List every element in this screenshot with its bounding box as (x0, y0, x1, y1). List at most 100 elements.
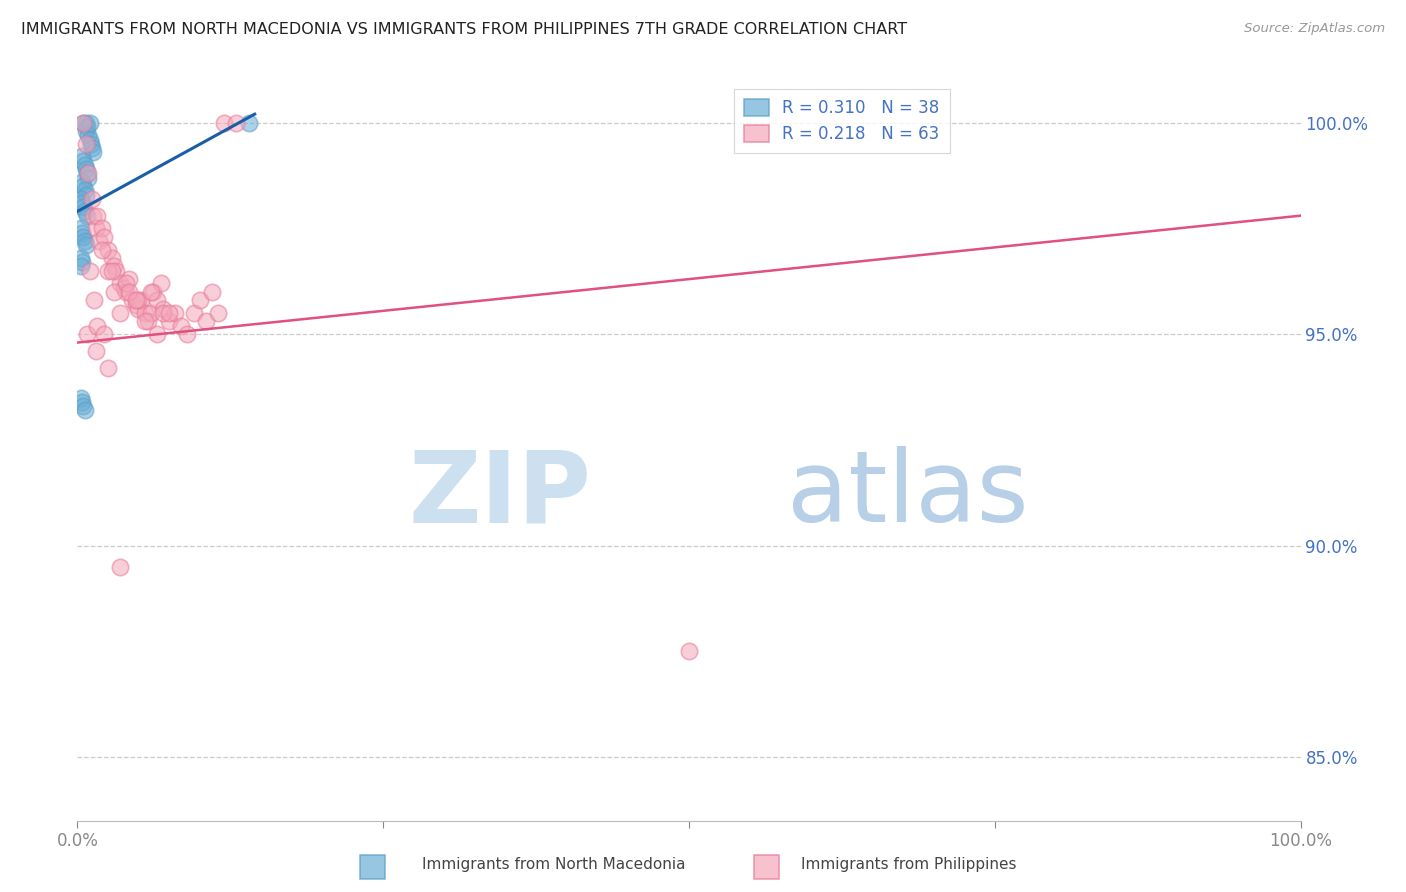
Point (176, 327, 198, 342)
Point (129, 293, 152, 308)
Text: IMMIGRANTS FROM NORTH MACEDONIA VS IMMIGRANTS FROM PHILIPPINES 7TH GRADE CORRELA: IMMIGRANTS FROM NORTH MACEDONIA VS IMMIG… (21, 22, 907, 37)
Point (70, 394, 93, 409)
Point (183, 306, 205, 320)
Point (212, 115, 235, 129)
Point (79, 263, 101, 277)
Point (77, 128, 100, 143)
Point (118, 272, 141, 286)
Point (194, 314, 217, 328)
FancyBboxPatch shape (754, 855, 779, 880)
Point (79, 132, 101, 146)
Point (73, 403, 96, 417)
Point (139, 285, 162, 299)
Point (76, 166, 98, 180)
Point (84, 221, 107, 235)
Point (72, 115, 94, 129)
Point (72, 229, 94, 244)
Point (103, 285, 125, 299)
Point (70, 192, 93, 206)
Point (139, 306, 162, 320)
Point (105, 263, 128, 277)
Point (157, 306, 180, 320)
Point (112, 280, 135, 294)
Point (136, 314, 159, 328)
Point (83, 293, 105, 308)
Point (76, 327, 98, 342)
Point (201, 285, 224, 299)
Point (188, 293, 211, 308)
Point (93, 327, 115, 342)
Point (678, 644, 700, 658)
Point (134, 306, 156, 320)
Point (90, 221, 112, 235)
Point (115, 277, 138, 291)
Point (238, 115, 260, 129)
Point (72, 399, 94, 413)
Point (84, 344, 107, 359)
Point (207, 306, 229, 320)
Point (73, 204, 96, 219)
Text: Source: ZipAtlas.com: Source: ZipAtlas.com (1244, 22, 1385, 36)
Point (165, 306, 187, 320)
Point (70, 196, 93, 211)
Point (157, 314, 180, 328)
Point (86, 209, 108, 223)
Point (72, 200, 94, 214)
Point (79, 115, 101, 129)
Point (128, 293, 150, 308)
Point (80, 192, 103, 206)
Point (76, 209, 98, 223)
Point (80, 141, 103, 155)
FancyBboxPatch shape (360, 855, 385, 880)
Point (108, 306, 131, 320)
Point (100, 251, 122, 265)
Point (125, 293, 148, 308)
Text: ZIP: ZIP (408, 446, 591, 543)
Point (70, 175, 93, 189)
Point (70, 255, 93, 269)
Point (75, 115, 97, 129)
Point (77, 166, 100, 180)
Text: Immigrants from Philippines: Immigrants from Philippines (801, 857, 1017, 872)
Point (82, 145, 104, 160)
Point (73, 158, 96, 172)
Point (108, 559, 131, 574)
Point (118, 285, 141, 299)
Point (103, 260, 125, 274)
Point (72, 115, 94, 129)
Point (77, 170, 100, 185)
Point (70, 251, 93, 265)
Point (75, 124, 97, 138)
Point (152, 301, 174, 316)
Point (73, 234, 96, 248)
Point (142, 285, 165, 299)
Point (115, 285, 138, 299)
Point (90, 243, 112, 257)
Point (72, 153, 94, 168)
Legend: R = 0.310   N = 38, R = 0.218   N = 63: R = 0.310 N = 38, R = 0.218 N = 63 (734, 88, 949, 153)
Point (97, 361, 120, 376)
Point (121, 293, 143, 308)
Point (134, 314, 156, 328)
Point (75, 187, 97, 202)
Point (170, 318, 193, 333)
Point (97, 243, 120, 257)
Point (146, 293, 169, 308)
Point (70, 260, 93, 274)
Point (100, 263, 122, 277)
Point (80, 136, 103, 151)
Point (73, 183, 96, 197)
Point (82, 209, 104, 223)
Point (86, 318, 108, 333)
Point (75, 136, 97, 151)
Point (70, 226, 93, 240)
Point (97, 263, 120, 277)
Text: atlas: atlas (787, 446, 1028, 543)
Point (76, 120, 98, 134)
Point (108, 277, 131, 291)
Point (75, 238, 97, 252)
Point (152, 306, 174, 320)
Point (70, 221, 93, 235)
Point (89, 234, 111, 248)
Point (149, 277, 172, 291)
